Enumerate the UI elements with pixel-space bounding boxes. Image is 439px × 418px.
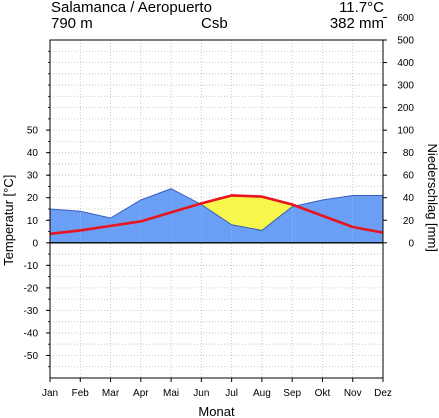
arid-area xyxy=(201,195,232,225)
right-tick-label: 40 xyxy=(403,193,415,204)
x-axis-title: Monat xyxy=(198,404,235,418)
humid-area xyxy=(201,204,232,243)
y-axis-left-title: Temperatur [°C] xyxy=(1,175,16,266)
humid-area xyxy=(352,195,383,243)
temperature-line xyxy=(49,194,384,236)
station-name: Salamanca / Aeropuerto xyxy=(51,0,212,16)
humid-area xyxy=(110,199,141,243)
precipitation-line xyxy=(49,188,383,231)
left-tick-label: -20 xyxy=(24,283,39,294)
right-tick-label: 300 xyxy=(397,81,414,92)
x-tick-label: Feb xyxy=(72,388,90,399)
humid-area xyxy=(292,205,296,243)
humid-area xyxy=(322,195,353,243)
right-tick-label: 0 xyxy=(408,238,414,249)
x-tick-label: Mar xyxy=(102,388,120,399)
x-tick-label: Dez xyxy=(374,388,392,399)
humid-area xyxy=(171,188,200,243)
x-tick-label: Okt xyxy=(315,388,331,399)
left-tick-label: 30 xyxy=(27,171,39,182)
annual-precipitation: 382 mm xyxy=(329,15,384,32)
humid-area xyxy=(295,199,323,243)
right-tick-label: 200 xyxy=(397,103,414,114)
y-axis-right-title: Niederschlag [mm] xyxy=(425,144,439,252)
x-tick-label: Apr xyxy=(133,388,149,399)
x-tick-label: Jan xyxy=(42,388,58,399)
arid-area xyxy=(231,195,262,231)
right-tick-label: 100 xyxy=(397,126,414,137)
x-tick-label: Aug xyxy=(253,388,271,399)
x-tick-label: Sep xyxy=(283,388,301,399)
left-tick-label: 40 xyxy=(27,148,39,159)
left-tick-label: -30 xyxy=(24,306,39,317)
right-tick-label: 80 xyxy=(403,148,415,159)
station-elevation: 790 m xyxy=(51,15,93,32)
annual-mean-temperature: 11.7°C xyxy=(339,0,384,16)
axis-labels: 50403020100-10-20-30-40-5090080070060050… xyxy=(24,0,415,399)
right-tick-label: 500 xyxy=(397,36,414,47)
right-tick-label: 700 xyxy=(397,0,414,1)
humid-area xyxy=(261,206,293,243)
x-tick-label: Nov xyxy=(344,388,362,399)
data-lines xyxy=(49,188,384,244)
x-tick-label: Jun xyxy=(193,388,209,399)
left-tick-label: -50 xyxy=(24,351,39,362)
right-tick-label: 400 xyxy=(397,58,414,69)
left-tick-label: -40 xyxy=(24,328,39,339)
x-tick-label: Jul xyxy=(225,388,238,399)
left-tick-label: 50 xyxy=(27,126,39,137)
humid-area xyxy=(50,209,81,243)
arid-area xyxy=(261,196,293,231)
humid-area xyxy=(199,203,202,243)
left-tick-label: 0 xyxy=(32,238,38,249)
climate-classification: Csb xyxy=(201,15,228,32)
plot-frame xyxy=(46,16,387,382)
right-tick-label: 60 xyxy=(403,171,415,182)
left-tick-label: 10 xyxy=(27,216,39,227)
left-tick-label: 20 xyxy=(27,193,39,204)
right-tick-label: 600 xyxy=(397,13,414,24)
right-tick-label: 20 xyxy=(403,216,415,227)
x-tick-label: Mai xyxy=(163,388,179,399)
left-tick-label: -10 xyxy=(24,261,39,272)
